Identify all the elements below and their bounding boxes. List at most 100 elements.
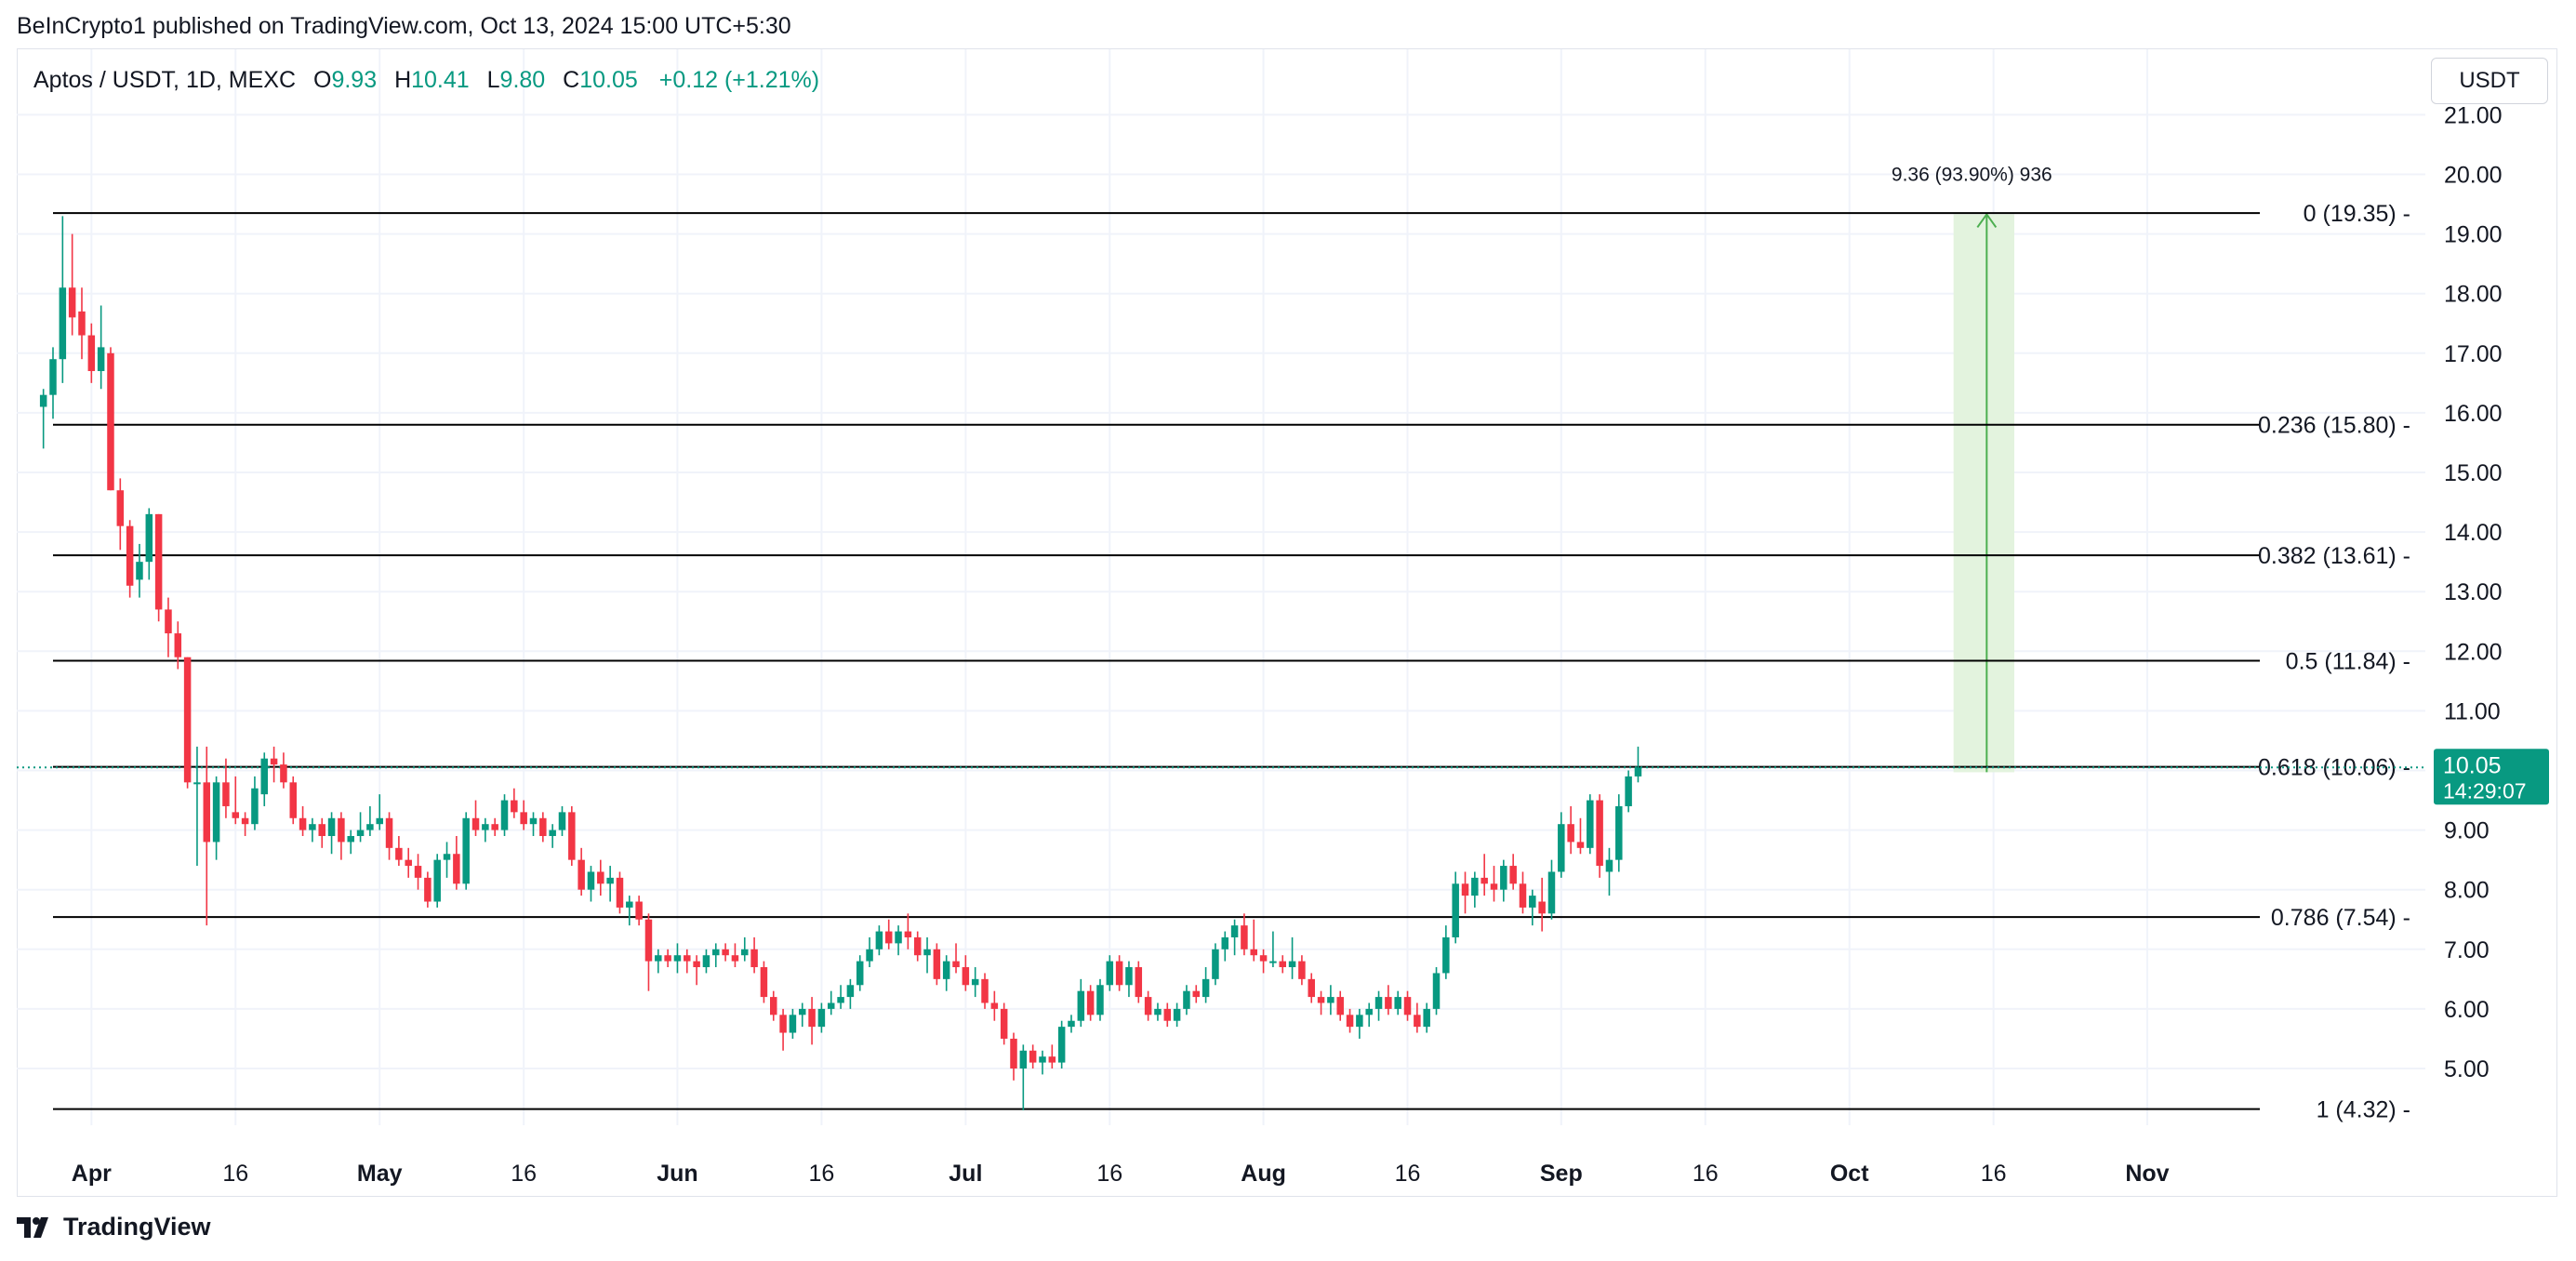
candle	[606, 866, 614, 902]
time-axis[interactable]: Apr 16 May 16 Jun 16 Jul 16 Aug 16 Sep 16 Oct 16 Nov	[72, 1161, 2170, 1187]
candle	[655, 949, 662, 974]
symbol-title[interactable]: Aptos / USDT, 1D, MEXC	[33, 67, 297, 93]
candle-body	[952, 961, 960, 968]
candle	[232, 776, 240, 825]
candle-body	[1106, 961, 1114, 986]
candle	[1452, 871, 1459, 944]
time-tick-label: Sep	[1540, 1161, 1583, 1187]
candle	[644, 913, 653, 991]
candle	[327, 812, 336, 855]
candle	[789, 1008, 797, 1039]
candle-body	[1509, 866, 1517, 884]
candle-body	[866, 949, 873, 962]
candle-body	[1327, 997, 1334, 1003]
candle-body	[1605, 859, 1613, 872]
candle	[1394, 990, 1401, 1015]
candle-body	[664, 955, 671, 962]
candle-body	[962, 967, 970, 986]
candle-body	[702, 955, 710, 968]
candle	[866, 936, 873, 968]
candle-body	[1356, 1015, 1363, 1028]
price-tick-label: 11.00	[2444, 698, 2501, 724]
candle	[635, 896, 643, 926]
candle	[1471, 871, 1479, 908]
candle-body	[212, 782, 220, 843]
candle-body	[424, 877, 432, 902]
candle-body	[990, 1002, 999, 1009]
candle	[798, 1002, 806, 1028]
candle-body	[39, 394, 47, 407]
candle-body	[1183, 990, 1190, 1009]
candle-body	[712, 949, 720, 956]
candle	[1547, 859, 1556, 920]
candle-body	[1336, 997, 1344, 1015]
candle	[1587, 794, 1594, 855]
candle-body	[1423, 1008, 1430, 1028]
measure-arrow-head	[1976, 212, 1998, 229]
candle	[693, 955, 700, 986]
candle-body	[578, 859, 585, 890]
candle-body	[165, 609, 172, 634]
time-tick-label: Jun	[657, 1161, 697, 1187]
tradingview-logo[interactable]: TradingView	[17, 1213, 211, 1241]
candle-body	[376, 817, 383, 825]
price-axis[interactable]: 21.00 20.00 19.00 18.00 17.00 16.00 15.00 14.00…	[2444, 102, 2503, 1082]
candle-body	[136, 562, 143, 580]
price-tick-label: 16.00	[2444, 401, 2503, 427]
candle	[1241, 913, 1248, 956]
candle	[846, 978, 855, 1009]
candle-body	[808, 1008, 816, 1028]
fibonacci-retracement[interactable]: 0 (19.35) - 0.236 (15.80) - 0.382 (13.61) …	[53, 201, 2410, 1123]
last-price-tag-background	[2434, 749, 2549, 805]
candle	[289, 776, 297, 825]
candle-body	[232, 812, 240, 818]
candle	[1529, 889, 1536, 926]
candle-body	[1394, 997, 1401, 1009]
candle	[1048, 1044, 1056, 1069]
last-price-tag: 10.05 14:29:07	[2434, 749, 2549, 805]
candle-body	[693, 961, 700, 968]
candle-body	[1490, 883, 1498, 890]
candle-body	[971, 978, 979, 986]
candle	[1144, 990, 1152, 1021]
candle	[1346, 1008, 1354, 1033]
candle-body	[356, 830, 365, 837]
candle-body	[1173, 1008, 1181, 1021]
candle	[338, 812, 345, 860]
candle	[558, 805, 566, 837]
price-range-measure[interactable]: 9.36 (93.90%) 936	[1892, 164, 2052, 773]
candle-body	[1442, 936, 1450, 974]
candle	[1269, 931, 1277, 968]
candle	[453, 836, 460, 890]
candle-body	[1230, 925, 1239, 937]
price-tick-label: 12.00	[2444, 639, 2503, 665]
candle	[1365, 1002, 1373, 1028]
candle-body	[1461, 883, 1469, 896]
candle-body	[183, 657, 192, 783]
candle	[616, 871, 624, 914]
open-label: O	[312, 67, 332, 93]
price-tick-label: 7.00	[2444, 937, 2490, 963]
time-tick-label: 16	[1096, 1161, 1122, 1187]
candle	[520, 800, 527, 830]
candle	[539, 812, 547, 843]
candle	[251, 776, 259, 830]
candle	[684, 949, 691, 974]
candle	[126, 520, 134, 598]
measure-label: 9.36 (93.90%) 936	[1892, 164, 2052, 185]
time-tick-label: Nov	[2125, 1161, 2169, 1187]
candle-body	[981, 978, 989, 1003]
candle	[750, 936, 758, 974]
candle	[49, 347, 57, 419]
candle-body	[270, 758, 278, 765]
candle	[299, 805, 307, 837]
candle	[433, 854, 441, 908]
chart-pane[interactable]	[17, 48, 2557, 1197]
candle	[482, 817, 489, 843]
candle-body	[289, 782, 297, 818]
currency-selector[interactable]: USDT	[2431, 58, 2548, 104]
candle-body	[817, 1008, 826, 1028]
candle-body	[68, 287, 76, 318]
candle	[1317, 990, 1325, 1015]
